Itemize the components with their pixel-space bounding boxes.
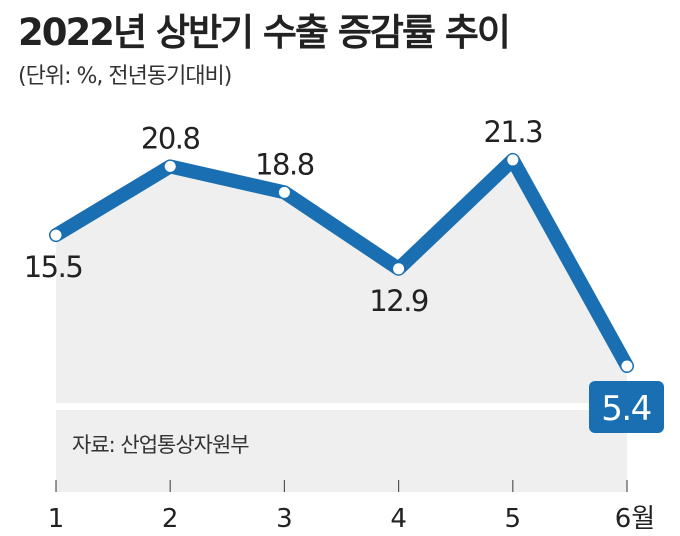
chart-title: 2022년 상반기 수출 증감률 추이 [18,11,511,54]
data-label: 15.5 [24,250,83,284]
data-point [393,263,405,275]
data-point [507,154,519,166]
data-label: 12.9 [369,284,428,318]
area-separator [56,403,627,410]
data-label: 20.8 [141,121,200,155]
data-label: 18.8 [255,147,314,181]
chart-subtitle: (단위: %, 전년동기대비) [18,64,232,89]
data-point [50,229,62,241]
data-label: 21.3 [484,115,543,149]
data-point [278,186,290,198]
x-tick-label: 6월 [615,504,655,534]
source-note: 자료: 산업통상자원부 [72,433,249,457]
x-tick-label: 5 [505,504,522,534]
data-point [164,160,176,172]
x-tick-label: 1 [48,504,65,534]
data-label: 5.4 [601,389,651,429]
x-tick-label: 2 [162,504,179,534]
x-tick-label: 3 [276,504,293,534]
highlight-badge [589,381,664,433]
data-point [621,360,633,372]
x-tick-label: 4 [390,504,407,534]
series-line [49,152,634,373]
